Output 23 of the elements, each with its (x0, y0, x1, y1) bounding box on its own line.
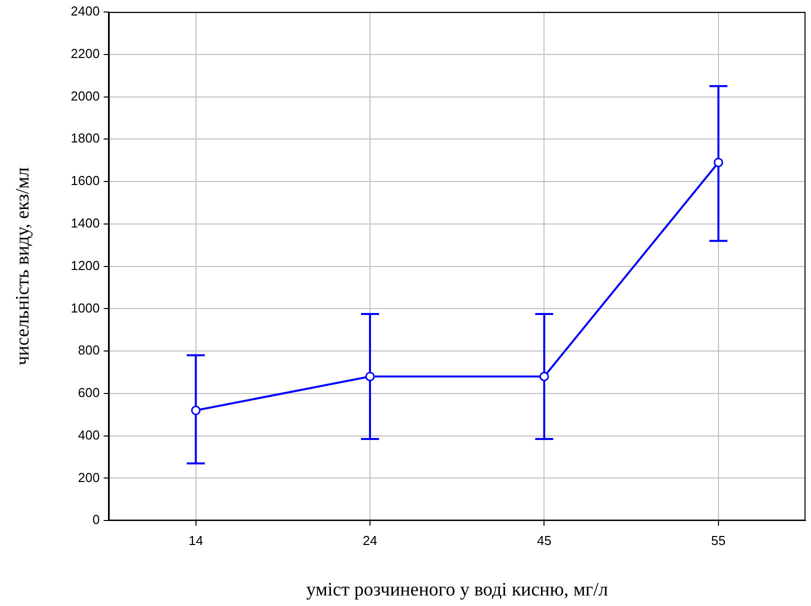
y-tick-label: 2200 (70, 46, 100, 61)
y-tick-label: 1200 (70, 258, 100, 273)
x-tick-label: 45 (536, 532, 552, 548)
x-axis-title: уміст розчиненого у воді кисню, мг/л (306, 580, 608, 601)
y-tick-label: 1600 (70, 173, 100, 188)
x-tick-label: 24 (362, 532, 378, 548)
y-tick-label: 1400 (70, 215, 100, 230)
point (714, 158, 724, 168)
x-tick-label: 55 (711, 532, 726, 548)
y-tick-label: 2400 (70, 4, 100, 19)
y-tick-label: 200 (78, 470, 100, 485)
y-tick-label: 1800 (70, 130, 100, 146)
y-tick-label: 600 (78, 385, 100, 400)
point (365, 372, 375, 382)
y-axis-title: чисельність виду, екз/мл (12, 166, 34, 366)
y-tick-label: 0 (92, 512, 100, 528)
y-tick-label: 400 (78, 427, 100, 442)
y-tick-label: 2000 (70, 88, 100, 104)
y-tick-label: 1000 (70, 300, 100, 316)
point (539, 372, 549, 382)
y-tick-label: 800 (78, 342, 100, 358)
point (191, 406, 201, 416)
x-tick-label: 14 (188, 532, 204, 548)
